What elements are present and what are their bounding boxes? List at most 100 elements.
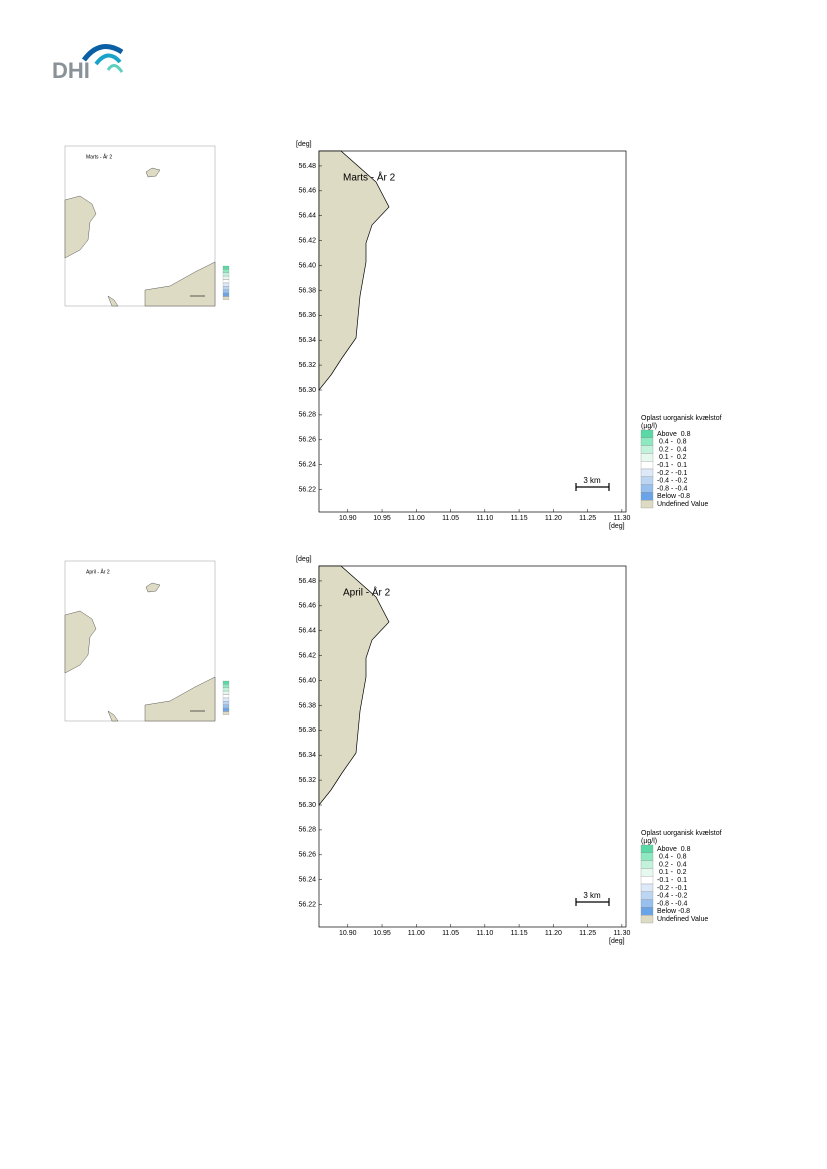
legend-label: -0.2 - -0.1	[657, 470, 687, 477]
x-tick-label: 11.15	[511, 515, 528, 522]
x-tick-label: 11.25	[579, 930, 596, 937]
logo-arc	[106, 64, 124, 73]
legend-label: 0.1 - 0.2	[657, 869, 687, 876]
logo-arc	[81, 44, 124, 62]
legend-swatch	[640, 429, 654, 438]
legend-label: -0.8 - -0.4	[657, 485, 687, 492]
legend-unit: (µg/l)	[641, 423, 657, 430]
y-tick-label: 56.32	[298, 362, 316, 369]
overview-legend-swatch	[222, 687, 230, 692]
legend-swatch	[640, 915, 654, 924]
legend-label: -0.2 - -0.1	[657, 885, 687, 892]
map-title: April - År 2	[343, 586, 391, 599]
map-title: Marts - År 2	[343, 171, 396, 184]
y-tick-label: 56.46	[298, 603, 316, 610]
legend-label: -0.1 - 0.1	[657, 462, 687, 469]
land	[318, 565, 390, 806]
overview-legend-swatch	[222, 269, 230, 273]
legend-label: -0.4 - -0.2	[657, 893, 687, 900]
legend-swatch	[640, 468, 654, 477]
x-tick-label: 11.25	[579, 515, 596, 522]
x-tick-label: 10.90	[339, 930, 357, 937]
legend-swatch	[640, 883, 654, 892]
y-tick-label: 56.36	[298, 727, 316, 734]
legend-label: Above 0.8	[657, 431, 691, 438]
land	[64, 195, 97, 259]
legend-label: Above 0.8	[657, 846, 691, 853]
legend-swatch	[640, 844, 654, 853]
y-tick-label: 56.26	[298, 852, 316, 859]
land	[107, 710, 119, 722]
scale-bar-label: 3 km	[583, 891, 601, 900]
overview-legend-swatch	[222, 265, 230, 270]
overview-legend-swatch	[222, 296, 230, 300]
land	[145, 167, 161, 178]
y-tick-label: 56.46	[298, 188, 316, 195]
y-tick-label: 56.42	[298, 652, 316, 659]
legend-label: Undefined Value	[657, 501, 708, 508]
x-tick-label: 11.10	[476, 515, 493, 522]
x-unit: [deg]	[609, 523, 625, 530]
legend-label: -0.1 - 0.1	[657, 877, 687, 884]
x-tick-label: 10.95	[373, 515, 391, 522]
x-tick-label: 11.30	[613, 930, 630, 937]
land	[318, 150, 390, 391]
x-tick-label: 11.05	[442, 930, 459, 937]
y-tick-label: 56.38	[298, 287, 316, 294]
legend-label: 0.4 - 0.8	[657, 854, 687, 861]
y-tick-label: 56.44	[298, 628, 316, 635]
scale-bar	[575, 483, 610, 491]
y-tick-label: 56.28	[298, 827, 316, 834]
y-tick-label: 56.42	[298, 237, 316, 244]
legend-swatch	[640, 876, 654, 885]
x-tick-label: 11.00	[408, 930, 425, 937]
y-unit: [deg]	[296, 141, 312, 148]
land	[64, 610, 97, 674]
legend-title: Oplast uorganisk kvælstof	[641, 830, 722, 837]
legend-swatch	[640, 492, 654, 501]
legend-label: -0.8 - -0.4	[657, 900, 687, 907]
x-tick-label: 10.95	[373, 930, 391, 937]
x-tick-label: 11.30	[613, 515, 630, 522]
land	[145, 582, 161, 593]
overview-legend-swatch	[222, 286, 230, 290]
y-tick-label: 56.34	[298, 337, 316, 344]
land	[144, 676, 216, 722]
y-tick-label: 56.34	[298, 752, 316, 759]
legend-label: Undefined Value	[657, 916, 708, 923]
overview-legend-swatch	[222, 694, 230, 698]
legend-swatch	[640, 453, 654, 462]
logo-text: DHI	[52, 58, 90, 83]
y-tick-label: 56.24	[298, 877, 316, 884]
legend-swatch	[640, 891, 654, 900]
land	[144, 261, 216, 307]
legend-swatch	[640, 907, 654, 916]
x-tick-label: 11.10	[476, 930, 493, 937]
legend-swatch	[640, 860, 654, 869]
logo-arc	[94, 53, 122, 66]
legend-swatch	[640, 476, 654, 485]
overview-legend-swatch	[222, 680, 230, 685]
y-unit: [deg]	[296, 556, 312, 563]
overview-legend-swatch	[222, 711, 230, 715]
legend-label: 0.2 - 0.4	[657, 446, 687, 453]
overview-title: Marts - År 2	[86, 153, 112, 160]
overview-legend-swatch	[222, 697, 230, 702]
y-tick-label: 56.44	[298, 213, 316, 220]
x-tick-label: 11.20	[545, 515, 562, 522]
overview-title: April - År 2	[86, 568, 110, 575]
legend-label: 0.1 - 0.2	[657, 454, 687, 461]
scale-bar	[575, 898, 610, 906]
scale-bar-label: 3 km	[583, 476, 601, 485]
y-tick-label: 56.28	[298, 412, 316, 419]
legend-label: 0.2 - 0.4	[657, 861, 687, 868]
y-tick-label: 56.30	[298, 802, 316, 809]
overview-legend-swatch	[222, 289, 230, 294]
y-tick-label: 56.48	[298, 163, 316, 170]
legend-swatch	[640, 445, 654, 454]
x-tick-label: 11.20	[545, 930, 562, 937]
overview-legend-swatch	[222, 272, 230, 277]
legend-swatch	[640, 437, 654, 446]
legend-label: Below -0.8	[657, 493, 690, 500]
